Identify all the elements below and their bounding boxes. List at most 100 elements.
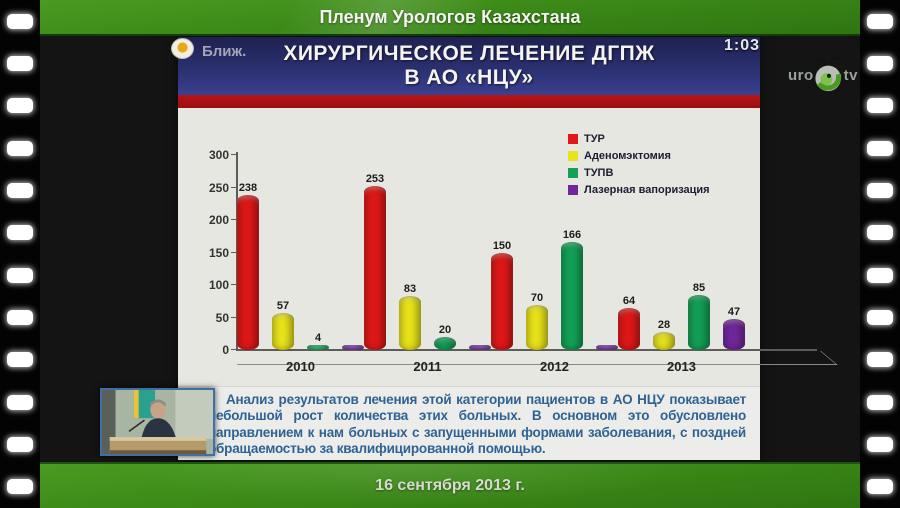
sprocket-hole: [7, 479, 33, 495]
bar-chart: 238 57 4 2010 253 83 20 2011 150 70 166 2012 64 28 85 4…: [178, 108, 838, 386]
sprocket-hole: [867, 309, 893, 325]
bar-segment: [307, 345, 329, 350]
bar-group-2010: 238 57 4 2010: [237, 155, 364, 374]
bar-segment: [618, 308, 640, 350]
podium: [109, 437, 207, 454]
emblem-icon: [171, 38, 194, 59]
bar-2011: [469, 345, 491, 350]
slide-body-text: Анализ результатов лечения этой категори…: [208, 392, 746, 457]
slide-body-textbox: Анализ результатов лечения этой категори…: [178, 386, 760, 460]
date-caption: 16 сентября 2013 г.: [375, 477, 525, 494]
header-bar: Пленум Урологов Казахстана: [40, 0, 860, 36]
bar-value-label: 238: [238, 182, 258, 195]
sprocket-hole: [7, 394, 33, 410]
bar-2013: 64: [618, 296, 640, 350]
player-overlay-label: Ближ.: [202, 43, 247, 60]
legend-label: ТУПВ: [584, 167, 614, 179]
bar-2010: 238: [237, 183, 259, 350]
bar-value-label: 85: [692, 281, 706, 294]
presentation-slide: Ближ. ХИРУРГИЧЕСКОЕ ЛЕЧЕНИЕ ДГПЖ В АО «Н…: [171, 37, 838, 460]
bar-2013: 85: [688, 281, 710, 350]
sprocket-hole: [7, 98, 33, 114]
film-strip-left: [0, 0, 40, 508]
bar-segment: [469, 345, 491, 350]
y-tick-mark: [231, 251, 237, 253]
bar-group-2013: 64 28 85 47 2013: [618, 155, 745, 374]
bar-value-label: 150: [492, 239, 512, 252]
bar-value-label: 83: [403, 283, 417, 296]
slide-title-line1: ХИРУРГИЧЕСКОЕ ЛЕЧЕНИЕ ДГПЖ: [283, 41, 655, 65]
sprocket-hole: [7, 436, 33, 452]
bar-segment: [526, 304, 548, 350]
y-tick-label: 200: [208, 213, 229, 227]
sprocket-hole: [7, 352, 33, 368]
y-tick-mark: [231, 284, 237, 285]
chart-plot-area: 238 57 4 2010 253 83 20 2011 150 70 166 2012 64 28 85 4…: [209, 148, 838, 374]
bar-value-label: 253: [365, 172, 385, 185]
y-tick-label: 100: [208, 278, 229, 292]
y-tick-mark: [231, 316, 237, 318]
sprocket-hole: [867, 182, 893, 198]
bar-segment: [342, 345, 364, 350]
bar-group-2012: 150 70 166 2012: [491, 155, 618, 374]
bar-2010: 57: [272, 300, 294, 350]
legend-swatch: [568, 168, 578, 178]
sprocket-hole: [867, 225, 893, 241]
bar-value-label: 70: [530, 291, 544, 304]
bar-value-label: 4: [314, 332, 322, 344]
x-category-label: 2011: [413, 359, 442, 374]
sprocket-hole: [7, 13, 33, 29]
legend-swatch: [568, 185, 578, 195]
sprocket-hole: [867, 13, 893, 29]
bar-2012: 70: [526, 291, 548, 350]
x-axis: [236, 349, 817, 351]
film-strip-right: [860, 0, 900, 508]
chart-bar-groups: 238 57 4 2010 253 83 20 2011 150 70 166 2012 64 28 85 4…: [237, 155, 745, 374]
legend-item: Аденомэктомия: [568, 150, 710, 162]
sprocket-hole: [867, 436, 893, 452]
bar-segment: [723, 319, 745, 350]
sprocket-hole: [867, 394, 893, 410]
bar-segment: [434, 337, 456, 350]
bar-2010: 4: [307, 333, 329, 350]
bar-segment: [237, 195, 259, 350]
bar-2012: 150: [491, 239, 513, 350]
x-category-label: 2010: [286, 359, 315, 374]
y-tick-label: 50: [215, 310, 229, 325]
y-tick-label: 150: [208, 245, 229, 260]
legend-item: Лазерная вапоризация: [568, 184, 710, 196]
bar-2012: 166: [561, 230, 583, 350]
sprocket-hole: [7, 55, 33, 71]
bar-segment: [364, 185, 386, 350]
bar-2011: 83: [399, 284, 421, 350]
y-tick-label: 0: [222, 343, 229, 357]
bar-group-2011: 253 83 20 2011: [364, 155, 491, 374]
bar-2011: 253: [364, 172, 386, 350]
bar-segment: [596, 345, 618, 350]
footer-bar: 16 сентября 2013 г.: [40, 462, 860, 508]
bar-segment: [653, 331, 675, 350]
urotv-logo: uro tv: [788, 52, 858, 98]
y-tick-label: 300: [208, 148, 229, 162]
bar-2013: 47: [723, 307, 745, 350]
sprocket-hole: [7, 309, 33, 325]
bar-segment: [272, 312, 294, 350]
red-stripe-divider: [178, 95, 760, 108]
speaker-webcam-inset: [100, 388, 215, 456]
y-tick-mark: [231, 154, 237, 155]
bar-segment: [688, 294, 710, 350]
bar-2011: 20: [434, 325, 456, 350]
microphone-icon: [128, 419, 145, 433]
sprocket-hole: [7, 182, 33, 198]
slide-title-band: Ближ. ХИРУРГИЧЕСКОЕ ЛЕЧЕНИЕ ДГПЖ В АО «Н…: [171, 37, 760, 95]
sprocket-hole: [867, 352, 893, 368]
sprocket-hole: [867, 98, 893, 114]
bar-segment: [561, 242, 583, 350]
chart-legend: ТУР Аденомэктомия ТУПВ Лазерная вапоризация: [568, 133, 710, 196]
speaker-scene: [102, 390, 213, 454]
legend-label: Лазерная вапоризация: [584, 184, 710, 196]
bar-2013: 28: [653, 319, 675, 350]
bar-segment: [491, 252, 513, 350]
slide-title-line2: В АО «НЦУ»: [404, 66, 534, 89]
